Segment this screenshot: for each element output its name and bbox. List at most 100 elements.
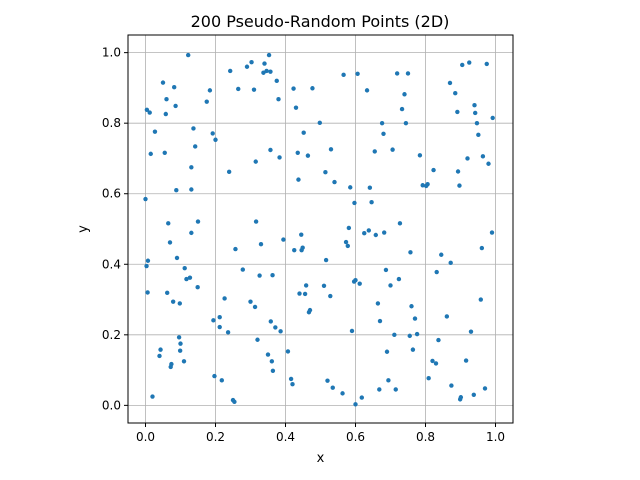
data-point bbox=[290, 382, 295, 387]
data-point bbox=[150, 394, 155, 399]
data-point bbox=[285, 349, 291, 354]
data-point bbox=[355, 71, 360, 77]
data-point bbox=[217, 314, 222, 320]
data-point bbox=[236, 86, 241, 92]
data-point bbox=[305, 153, 311, 158]
data-point bbox=[301, 130, 306, 135]
data-point bbox=[321, 283, 327, 288]
data-point bbox=[265, 352, 271, 357]
data-point bbox=[169, 361, 174, 367]
y-tick-label: 0.0 bbox=[102, 398, 121, 412]
data-point bbox=[369, 199, 374, 205]
data-point bbox=[225, 330, 231, 335]
chart-title: 200 Pseudo-Random Points (2D) bbox=[191, 12, 450, 31]
y-tick-label: 0.8 bbox=[102, 116, 121, 130]
data-point bbox=[343, 239, 349, 245]
data-point bbox=[372, 149, 377, 154]
plot-frame bbox=[127, 34, 514, 424]
data-point bbox=[297, 291, 302, 296]
data-point bbox=[193, 144, 198, 149]
y-tick-label: 0.6 bbox=[102, 187, 121, 201]
data-point bbox=[468, 329, 474, 334]
data-point bbox=[447, 80, 453, 86]
data-point bbox=[288, 376, 294, 382]
data-point bbox=[253, 219, 259, 224]
data-point bbox=[186, 52, 191, 58]
data-point bbox=[252, 304, 258, 310]
data-point bbox=[482, 386, 488, 391]
data-point bbox=[270, 368, 276, 373]
data-point bbox=[278, 329, 283, 334]
data-point bbox=[489, 230, 495, 235]
data-point bbox=[189, 187, 194, 192]
data-point bbox=[187, 275, 193, 280]
data-point bbox=[463, 358, 469, 363]
data-point bbox=[362, 231, 367, 236]
data-point bbox=[478, 297, 483, 302]
data-point bbox=[323, 257, 329, 263]
data-point bbox=[439, 252, 444, 257]
data-point bbox=[426, 376, 431, 381]
data-point bbox=[382, 230, 387, 235]
data-point bbox=[299, 232, 304, 237]
data-point bbox=[167, 240, 173, 245]
data-point bbox=[377, 387, 382, 392]
y-tick-label: 0.2 bbox=[102, 328, 121, 342]
data-point bbox=[144, 107, 150, 112]
data-point bbox=[292, 247, 297, 253]
data-point bbox=[207, 88, 213, 93]
data-point bbox=[213, 137, 218, 142]
data-point bbox=[248, 299, 253, 304]
data-point bbox=[341, 72, 346, 78]
data-point bbox=[276, 96, 281, 102]
data-point bbox=[163, 111, 168, 117]
x-tick-label: 0.6 bbox=[346, 430, 365, 444]
data-point bbox=[264, 68, 269, 74]
data-point bbox=[473, 110, 478, 116]
data-point bbox=[240, 267, 245, 272]
data-point bbox=[300, 245, 305, 250]
data-point bbox=[405, 71, 411, 76]
data-point bbox=[486, 161, 491, 166]
data-point bbox=[364, 88, 370, 93]
data-point bbox=[228, 68, 233, 74]
data-point bbox=[467, 60, 472, 65]
data-point bbox=[145, 290, 150, 295]
data-point bbox=[226, 169, 232, 175]
data-point bbox=[490, 115, 495, 121]
data-point bbox=[352, 200, 357, 206]
data-point bbox=[417, 153, 423, 158]
data-point bbox=[394, 71, 400, 76]
data-point bbox=[359, 395, 364, 400]
data-point bbox=[330, 385, 335, 390]
data-point bbox=[310, 86, 315, 91]
data-point bbox=[458, 395, 464, 400]
data-point bbox=[457, 183, 462, 188]
data-point bbox=[433, 361, 439, 366]
data-point bbox=[274, 78, 279, 84]
data-point bbox=[219, 378, 224, 383]
data-point bbox=[444, 314, 450, 319]
data-point bbox=[414, 331, 420, 337]
data-point bbox=[465, 156, 470, 161]
data-point bbox=[349, 328, 355, 334]
data-point bbox=[244, 64, 250, 69]
data-point bbox=[212, 373, 217, 379]
data-point bbox=[249, 59, 254, 65]
data-point bbox=[386, 378, 391, 383]
data-point bbox=[453, 91, 458, 96]
data-point bbox=[353, 402, 358, 407]
data-point bbox=[317, 120, 322, 126]
data-point bbox=[430, 358, 435, 364]
data-point bbox=[251, 87, 257, 92]
data-point bbox=[191, 126, 196, 131]
data-point bbox=[189, 165, 194, 170]
data-point bbox=[253, 159, 258, 164]
data-point bbox=[448, 260, 453, 266]
data-point bbox=[357, 281, 362, 286]
data-point bbox=[379, 120, 385, 126]
y-axis-label: y bbox=[76, 225, 91, 233]
data-point bbox=[409, 304, 414, 309]
data-point bbox=[178, 341, 183, 346]
data-point bbox=[273, 325, 278, 330]
